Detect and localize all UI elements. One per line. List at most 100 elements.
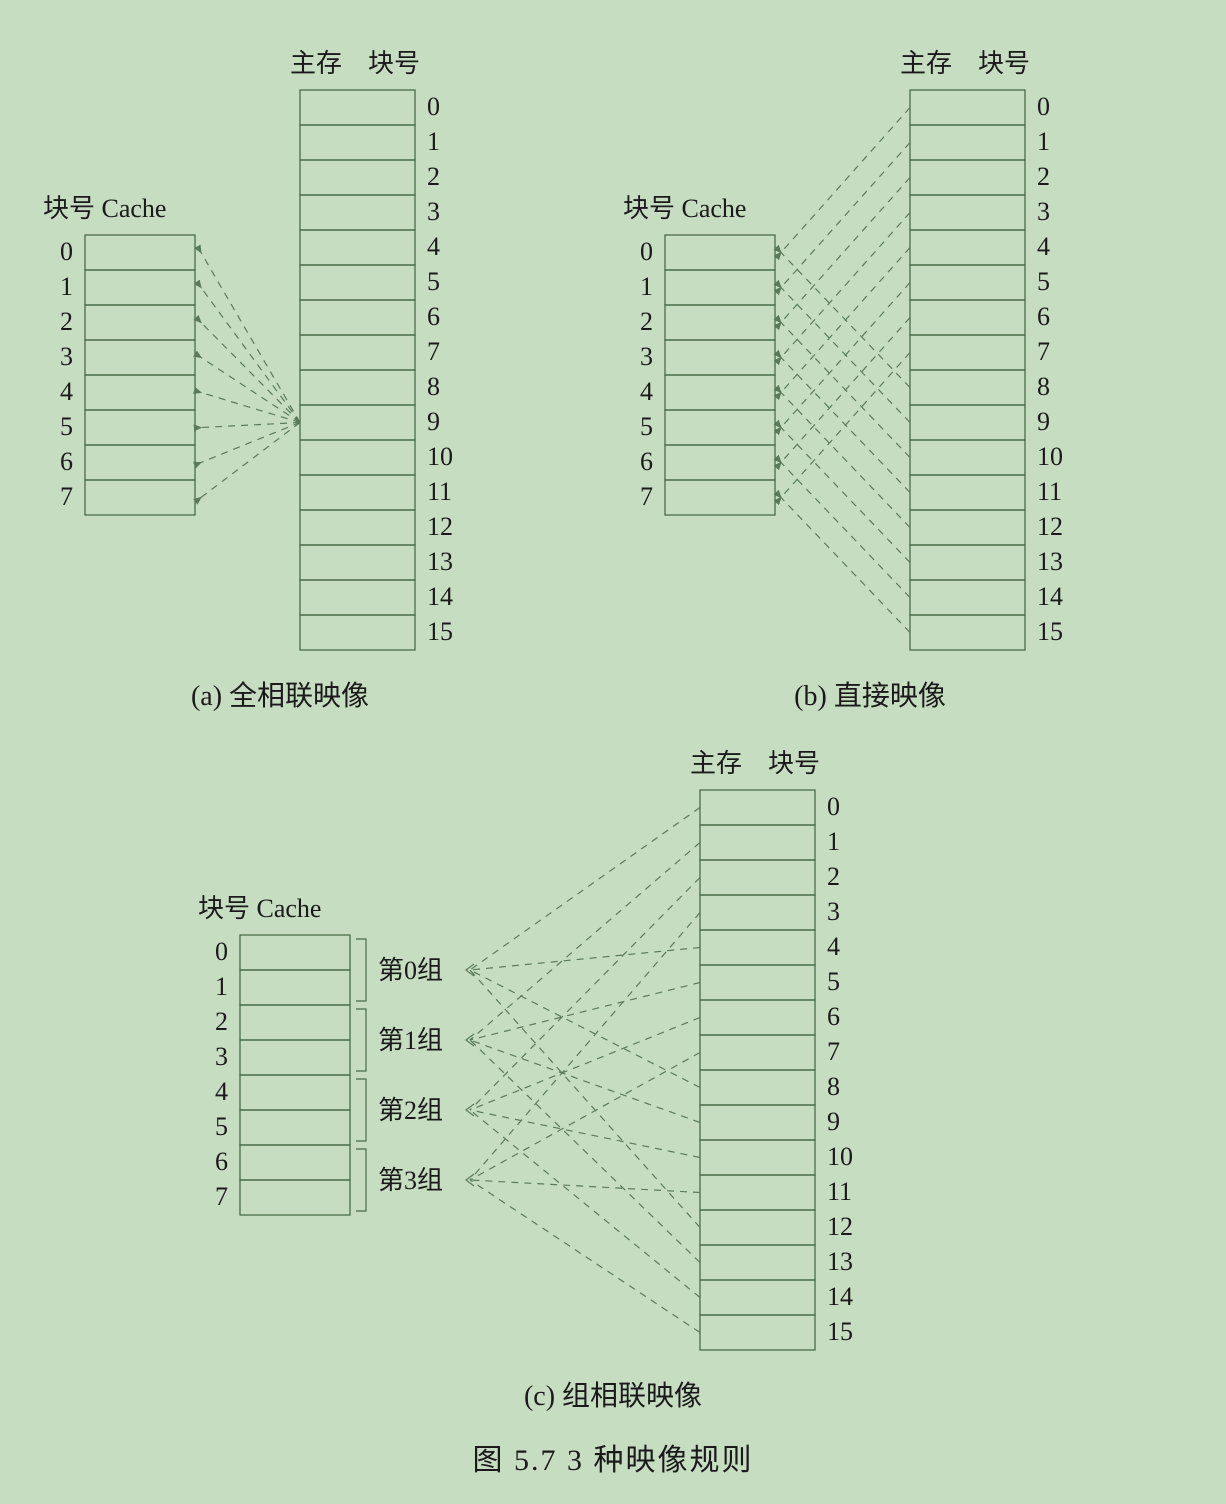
mem-a-cell	[300, 90, 415, 125]
mem-c-label: 9	[827, 1107, 840, 1136]
mem-a-cell	[300, 335, 415, 370]
panel-a-caption: (a) 全相联映像	[191, 680, 369, 712]
cache-a-label: 2	[60, 307, 73, 336]
cache-c-cell	[240, 1110, 350, 1145]
cache-header: 块号 Cache	[43, 194, 166, 223]
cache-b-cell	[665, 480, 775, 515]
mem-b-label: 12	[1037, 512, 1063, 541]
mem-b-label: 6	[1037, 302, 1050, 331]
mem-a-cell	[300, 440, 415, 475]
mapping-line	[201, 423, 300, 463]
mapping-line	[470, 983, 700, 1041]
mem-b-cell	[910, 230, 1025, 265]
mem-a-label: 15	[427, 617, 453, 646]
mapping-line	[470, 878, 700, 1111]
mapping-line	[470, 1053, 700, 1181]
cache-a-label: 5	[60, 412, 73, 441]
mem-a-label: 6	[427, 302, 440, 331]
mem-b-cell	[910, 580, 1025, 615]
mem-c-cell	[700, 1140, 815, 1175]
mem-b-cell	[910, 300, 1025, 335]
mem-a-cell	[300, 265, 415, 300]
mem-a-cell	[300, 615, 415, 650]
mem-b-label: 4	[1037, 232, 1050, 261]
mem-a-label: 12	[427, 512, 453, 541]
mem-a-cell	[300, 545, 415, 580]
mapping-line	[201, 423, 300, 428]
figure-caption: 图 5.7 3 种映像规则	[473, 1444, 754, 1477]
mem-b-label: 0	[1037, 92, 1050, 121]
cache-c-label: 0	[215, 937, 228, 966]
cache-a-cell	[85, 410, 195, 445]
cache-b-label: 6	[640, 447, 653, 476]
cache-a-label: 6	[60, 447, 73, 476]
panel-b-caption: (b) 直接映像	[794, 680, 946, 712]
mem-a-label: 10	[427, 442, 453, 471]
mem-a-label: 9	[427, 407, 440, 436]
cache-b-label: 4	[640, 377, 653, 406]
mem-a-label: 1	[427, 127, 440, 156]
mem-a-cell	[300, 405, 415, 440]
group-bracket	[356, 939, 366, 1001]
mapping-line	[470, 843, 700, 1041]
mem-a-cell	[300, 475, 415, 510]
mem-a-cell	[300, 160, 415, 195]
mem-b-cell	[910, 510, 1025, 545]
mem-header-a-r: 块号	[368, 49, 420, 78]
cache-header: 块号 Cache	[198, 894, 321, 923]
mem-header-c-r: 块号	[768, 749, 820, 778]
cache-a-cell	[85, 340, 195, 375]
mem-a-label: 5	[427, 267, 440, 296]
mem-c-cell	[700, 1175, 815, 1210]
mem-c-label: 11	[827, 1177, 852, 1206]
mem-a-cell	[300, 230, 415, 265]
group-label: 第2组	[378, 1096, 443, 1125]
mem-b-cell	[910, 335, 1025, 370]
mem-b-label: 10	[1037, 442, 1063, 471]
cache-a-label: 3	[60, 342, 73, 371]
mem-a-cell	[300, 510, 415, 545]
mem-c-cell	[700, 1070, 815, 1105]
mem-c-cell	[700, 895, 815, 930]
mapping-line	[781, 143, 910, 288]
mem-b-label: 13	[1037, 547, 1063, 576]
mem-b-label: 3	[1037, 197, 1050, 226]
mapping-line	[781, 178, 910, 323]
cache-b-label: 5	[640, 412, 653, 441]
group-label: 第3组	[378, 1166, 443, 1195]
cache-c-label: 5	[215, 1112, 228, 1141]
cache-c-cell	[240, 1040, 350, 1075]
mem-c-label: 10	[827, 1142, 853, 1171]
mem-a-label: 2	[427, 162, 440, 191]
cache-c-cell	[240, 1075, 350, 1110]
cache-c-cell	[240, 1005, 350, 1040]
cache-b-label: 1	[640, 272, 653, 301]
mem-c-cell	[700, 825, 815, 860]
cache-b-cell	[665, 305, 775, 340]
mem-c-label: 8	[827, 1072, 840, 1101]
mapping-line	[470, 808, 700, 971]
mem-header-b-l: 主存	[900, 49, 952, 78]
group-bracket	[356, 1079, 366, 1141]
mem-b-cell	[910, 90, 1025, 125]
mapping-line	[201, 288, 300, 423]
cache-a-cell	[85, 375, 195, 410]
mem-b-cell	[910, 125, 1025, 160]
mem-header-a-l: 主存	[290, 49, 342, 78]
mapping-line	[470, 1110, 700, 1298]
mapping-line	[781, 108, 910, 253]
cache-a-cell	[85, 305, 195, 340]
mem-b-label: 14	[1037, 582, 1063, 611]
cache-a-label: 1	[60, 272, 73, 301]
mapping-line	[781, 463, 910, 598]
group-bracket	[356, 1149, 366, 1211]
mem-a-label: 13	[427, 547, 453, 576]
mem-a-cell	[300, 125, 415, 160]
mem-b-cell	[910, 475, 1025, 510]
mem-c-cell	[700, 965, 815, 1000]
mapping-line	[781, 428, 910, 563]
cache-a-cell	[85, 480, 195, 515]
cache-b-label: 7	[640, 482, 653, 511]
mem-b-label: 2	[1037, 162, 1050, 191]
mem-a-label: 3	[427, 197, 440, 226]
